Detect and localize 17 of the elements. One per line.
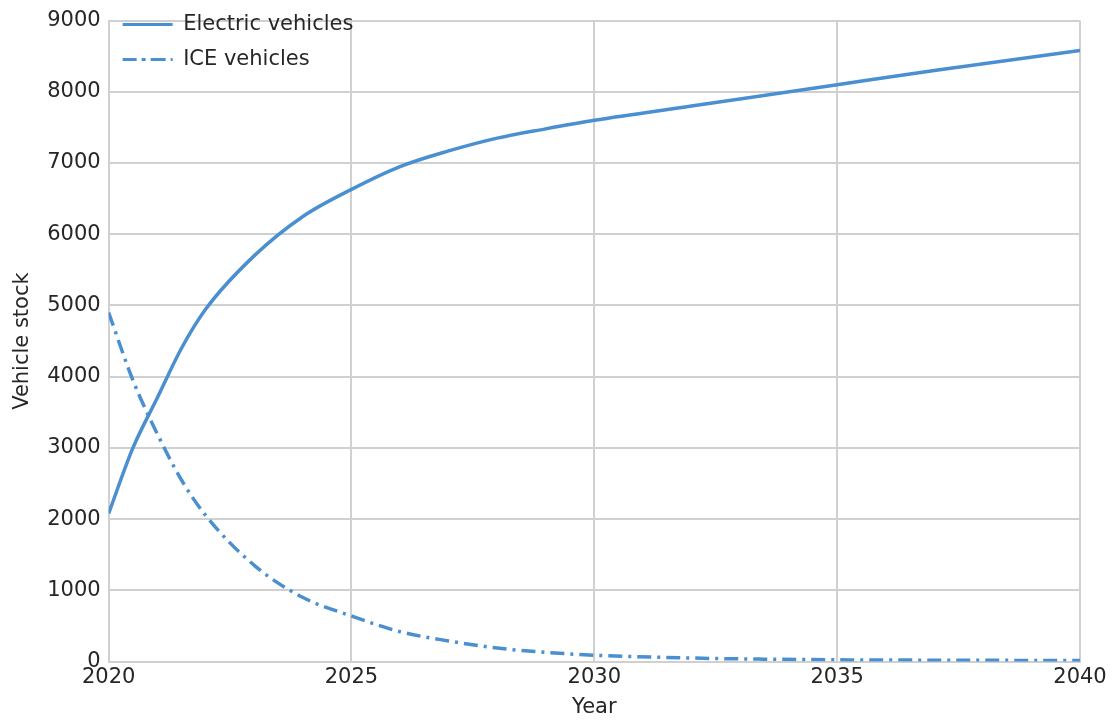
y-tick-label: 4000 [47,363,101,388]
y-tick-label: 2000 [47,505,101,530]
y-tick-label: 6000 [47,220,101,245]
y-tick-label: 5000 [47,291,101,316]
x-tick-label: 2025 [324,663,379,688]
y-axis-title: Vehicle stock [9,271,34,410]
x-tick-label: 2035 [810,663,864,688]
legend-label: Electric vehicles [183,10,354,35]
y-tick-label: 1000 [47,576,101,601]
x-tick-label: 2040 [1053,663,1107,688]
y-tick-label: 9000 [47,7,101,32]
x-axis-title: Year [571,693,617,718]
y-tick-label: 7000 [47,149,101,174]
y-tick-label: 3000 [47,434,101,459]
legend-label: ICE vehicles [183,45,310,70]
y-tick-label: 8000 [47,78,101,103]
x-tick-label: 2030 [567,663,622,688]
